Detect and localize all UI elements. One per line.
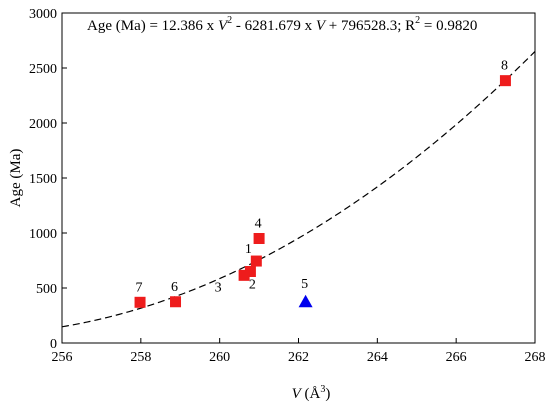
y-tick-label: 2000 bbox=[29, 117, 57, 132]
point-label: 4 bbox=[255, 217, 262, 232]
data-point-square bbox=[134, 296, 146, 308]
point-label: 5 bbox=[301, 277, 308, 292]
y-axis-title: Age (Ma) bbox=[8, 149, 24, 208]
data-point-square bbox=[499, 75, 511, 87]
y-tick-label: 3000 bbox=[29, 7, 57, 22]
point-label: 2 bbox=[249, 278, 256, 293]
y-tick-label: 2500 bbox=[29, 62, 57, 77]
x-axis-title: V (Å3) bbox=[292, 384, 331, 402]
x-tick-label: 256 bbox=[52, 350, 73, 365]
x-tick-label: 260 bbox=[209, 350, 230, 365]
x-tick-label: 258 bbox=[130, 350, 151, 365]
point-label: 1 bbox=[245, 242, 252, 257]
x-tick-label: 264 bbox=[367, 350, 388, 365]
fit-equation: Age (Ma) = 12.386 x V2 - 6281.679 x V + … bbox=[87, 15, 477, 34]
point-label: 8 bbox=[501, 59, 508, 74]
x-tick-label: 262 bbox=[288, 350, 309, 365]
y-tick-label: 500 bbox=[36, 282, 57, 297]
data-point-square bbox=[170, 296, 182, 308]
x-axis: 256 258 260 262 264 266 268 bbox=[52, 338, 546, 365]
point-label: 7 bbox=[136, 280, 143, 295]
y-axis: 0 500 1000 1500 2000 2500 3000 bbox=[29, 7, 67, 352]
point-label: 6 bbox=[171, 280, 178, 295]
data-point-triangle bbox=[298, 294, 313, 308]
data-point-square bbox=[253, 233, 265, 244]
data-point-square bbox=[238, 269, 250, 281]
data-point-square bbox=[244, 266, 256, 277]
y-tick-label: 0 bbox=[50, 337, 57, 352]
plot-area bbox=[61, 12, 536, 344]
data-points bbox=[134, 75, 511, 308]
data-point-square bbox=[250, 255, 262, 267]
plot-frame bbox=[61, 12, 536, 344]
y-tick-label: 1500 bbox=[29, 172, 57, 187]
fit-curve bbox=[61, 51, 536, 328]
x-tick-label: 266 bbox=[446, 350, 467, 365]
x-tick-label: 268 bbox=[525, 350, 546, 365]
point-label: 3 bbox=[215, 280, 222, 295]
y-tick-label: 1000 bbox=[29, 227, 57, 242]
point-labels: 1 2 3 4 6 7 8 5 bbox=[136, 59, 508, 296]
